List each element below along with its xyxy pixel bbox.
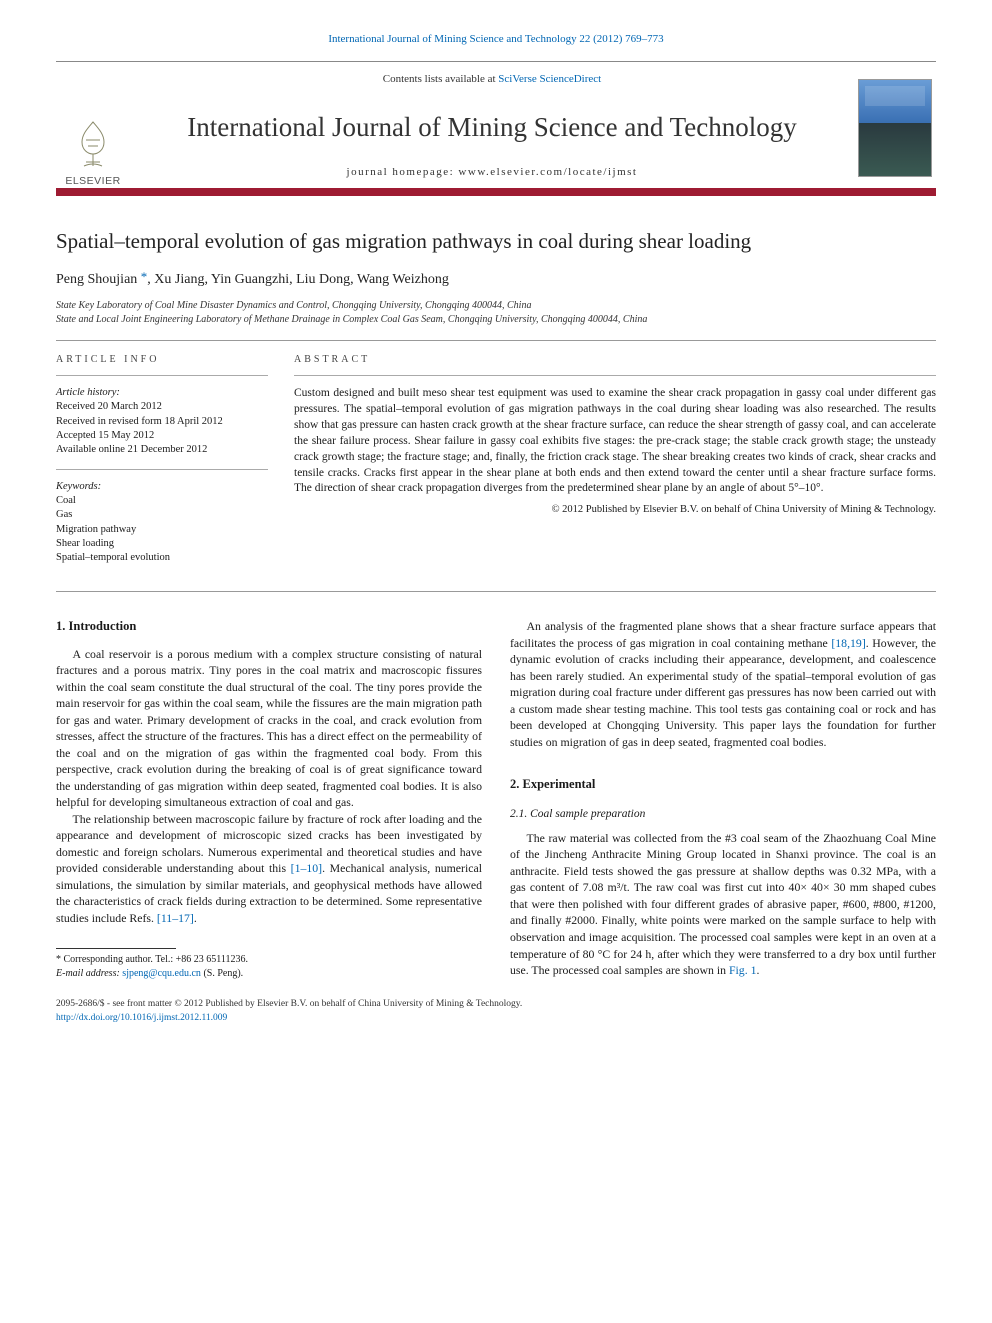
intro-para-2: The relationship between macroscopic fai… xyxy=(56,811,482,927)
abstract-rule xyxy=(294,375,936,376)
authors-text: Peng Shoujian xyxy=(56,272,141,287)
history-heading: Article history: xyxy=(56,386,268,400)
subsection-heading-21: 2.1. Coal sample preparation xyxy=(510,806,936,822)
affiliation-2: State and Local Joint Engineering Labora… xyxy=(56,313,936,327)
sec21-para-1: The raw material was collected from the … xyxy=(510,830,936,979)
keyword: Shear loading xyxy=(56,537,268,551)
keywords-heading: Keywords: xyxy=(56,480,268,494)
ref-link-1-10[interactable]: [1–10] xyxy=(291,861,322,875)
body-column-right: An analysis of the fragmented plane show… xyxy=(510,618,936,980)
sec21-p1-b: . xyxy=(757,963,760,977)
publisher-logo-block: ELSEVIER xyxy=(56,68,130,188)
abstract-text: Custom designed and built meso shear tes… xyxy=(294,386,936,497)
authors-rest: , Xu Jiang, Yin Guangzhi, Liu Dong, Wang… xyxy=(147,272,449,287)
doi-link[interactable]: http://dx.doi.org/10.1016/j.ijmst.2012.1… xyxy=(56,1013,227,1023)
history-line: Accepted 15 May 2012 xyxy=(56,429,268,443)
affiliations: State Key Laboratory of Coal Mine Disast… xyxy=(56,299,936,326)
email-label: E-mail address: xyxy=(56,968,122,979)
corr-author-text: * Corresponding author. Tel.: +86 23 651… xyxy=(56,953,482,967)
abstract-copyright: © 2012 Published by Elsevier B.V. on beh… xyxy=(294,503,936,518)
sciencedirect-link[interactable]: SciVerse ScienceDirect xyxy=(498,73,601,85)
section-heading-intro: 1. Introduction xyxy=(56,618,482,636)
section-heading-experimental: 2. Experimental xyxy=(510,776,936,794)
journal-cover-thumb xyxy=(854,68,936,188)
intro-para-3: An analysis of the fragmented plane show… xyxy=(510,618,936,750)
footer-copyright-line: 2095-2686/$ - see front matter © 2012 Pu… xyxy=(56,998,936,1011)
keyword: Migration pathway xyxy=(56,523,268,537)
article-info-label: ARTICLE INFO xyxy=(56,353,268,367)
keyword: Gas xyxy=(56,508,268,522)
corr-email-link[interactable]: sjpeng@cqu.edu.cn xyxy=(122,968,201,979)
section-rule-bottom xyxy=(56,591,936,592)
article-history: Article history: Received 20 March 2012 … xyxy=(56,386,268,457)
sec21-p1-a: The raw material was collected from the … xyxy=(510,831,936,977)
contents-prefix: Contents lists available at xyxy=(383,73,498,85)
journal-homepage: journal homepage: www.elsevier.com/locat… xyxy=(144,165,840,180)
ref-link-11-17[interactable]: [11–17] xyxy=(157,911,194,925)
intro-p3-b: . However, the dynamic evolution of crac… xyxy=(510,636,936,749)
body-column-left: 1. Introduction A coal reservoir is a po… xyxy=(56,618,482,980)
abstract-label: ABSTRACT xyxy=(294,353,936,367)
fig-link-1[interactable]: Fig. 1 xyxy=(729,963,757,977)
history-line: Received 20 March 2012 xyxy=(56,400,268,414)
info-rule xyxy=(56,375,268,376)
article-citation-link[interactable]: International Journal of Mining Science … xyxy=(56,32,936,47)
footnote-rule xyxy=(56,948,176,949)
journal-title: International Journal of Mining Science … xyxy=(144,111,840,143)
masthead-rule xyxy=(56,188,936,196)
info-rule-2 xyxy=(56,469,268,470)
article-info-column: ARTICLE INFO Article history: Received 2… xyxy=(56,353,268,577)
contents-list-line: Contents lists available at SciVerse Sci… xyxy=(144,72,840,87)
journal-masthead: ELSEVIER Contents lists available at Sci… xyxy=(56,61,936,196)
keywords-block: Keywords: Coal Gas Migration pathway She… xyxy=(56,480,268,565)
page-footer: 2095-2686/$ - see front matter © 2012 Pu… xyxy=(56,998,936,1025)
keyword: Coal xyxy=(56,494,268,508)
ref-link-18-19[interactable]: [18,19] xyxy=(831,636,865,650)
author-list: Peng Shoujian *, Xu Jiang, Yin Guangzhi,… xyxy=(56,268,936,290)
corresponding-author-footnote: * Corresponding author. Tel.: +86 23 651… xyxy=(56,953,482,980)
history-line: Received in revised form 18 April 2012 xyxy=(56,415,268,429)
elsevier-tree-icon xyxy=(66,116,120,170)
history-line: Available online 21 December 2012 xyxy=(56,443,268,457)
section-rule-top xyxy=(56,340,936,341)
keyword: Spatial–temporal evolution xyxy=(56,551,268,565)
intro-p2-c: . xyxy=(194,911,197,925)
email-suffix: (S. Peng). xyxy=(201,968,243,979)
publisher-label: ELSEVIER xyxy=(65,174,120,189)
article-title: Spatial–temporal evolution of gas migrat… xyxy=(56,228,936,255)
intro-para-1: A coal reservoir is a porous medium with… xyxy=(56,646,482,811)
affiliation-1: State Key Laboratory of Coal Mine Disast… xyxy=(56,299,936,313)
abstract-column: ABSTRACT Custom designed and built meso … xyxy=(294,353,936,577)
